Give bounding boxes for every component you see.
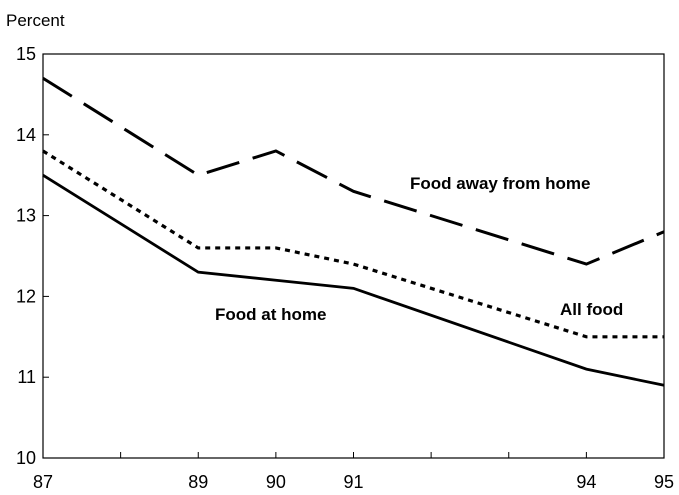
y-tick-label-15: 15 bbox=[16, 44, 36, 64]
x-tick-label-94: 94 bbox=[576, 472, 596, 492]
y-axis-unit-label: Percent bbox=[6, 11, 65, 30]
series-label-food-at-home: Food at home bbox=[215, 305, 326, 324]
series-label-food-away-from-home: Food away from home bbox=[410, 174, 590, 193]
x-tick-label-95: 95 bbox=[654, 472, 674, 492]
series-layer bbox=[42, 76, 665, 387]
x-tick-label-90: 90 bbox=[266, 472, 286, 492]
x-tick-label-89: 89 bbox=[188, 472, 208, 492]
x-tick-label-91: 91 bbox=[343, 472, 363, 492]
series-label-all-food: All food bbox=[560, 300, 623, 319]
y-tick-label-14: 14 bbox=[16, 125, 36, 145]
y-tick-label-11: 11 bbox=[17, 367, 36, 387]
axis-layer: 10 11 12 13 14 15 87 89 90 91 94 95 bbox=[16, 44, 674, 492]
y-tick-label-13: 13 bbox=[16, 206, 36, 226]
series-line-food-at-home bbox=[42, 174, 665, 387]
series-line-all-food bbox=[42, 149, 664, 339]
y-tick-label-10: 10 bbox=[16, 448, 36, 468]
plot-frame bbox=[42, 53, 665, 459]
y-tick-label-12: 12 bbox=[16, 286, 36, 306]
series-line-food-away-from-home bbox=[42, 76, 665, 266]
x-tick-label-87: 87 bbox=[33, 472, 53, 492]
